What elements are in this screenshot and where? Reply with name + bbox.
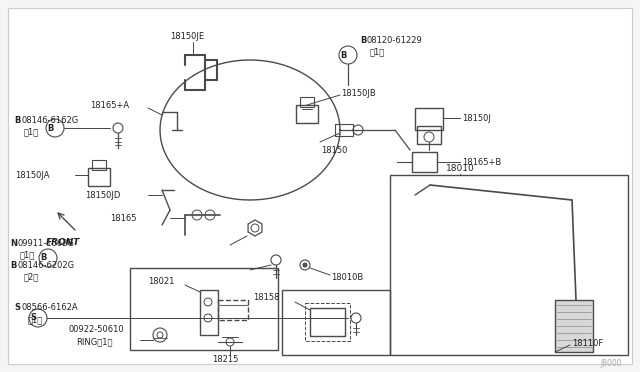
Text: 09911-1062G: 09911-1062G — [17, 238, 74, 247]
Text: B: B — [340, 51, 346, 60]
Text: 18150JA: 18150JA — [15, 170, 49, 180]
Bar — [555, 300, 593, 352]
Text: （1）: （1） — [370, 48, 385, 57]
Text: 18150JB: 18150JB — [341, 89, 376, 97]
Text: 18150J: 18150J — [462, 113, 491, 122]
Text: （1）: （1） — [20, 250, 35, 260]
Bar — [417, 126, 441, 144]
Text: 18150JE: 18150JE — [170, 32, 204, 41]
Text: B: B — [47, 124, 53, 132]
Text: 18150: 18150 — [321, 145, 348, 154]
Text: 18150JD: 18150JD — [85, 190, 120, 199]
Bar — [92, 160, 106, 170]
Bar — [296, 105, 318, 123]
Bar — [310, 308, 345, 336]
Text: RING（1）: RING（1） — [76, 337, 113, 346]
Text: 18215: 18215 — [212, 356, 238, 365]
Text: 18021: 18021 — [148, 278, 174, 286]
Text: S: S — [14, 304, 20, 312]
Text: 18165+B: 18165+B — [462, 157, 501, 167]
Text: （1）: （1） — [24, 128, 39, 137]
Text: B: B — [10, 260, 17, 269]
Circle shape — [303, 263, 307, 267]
Bar — [305, 303, 350, 341]
Bar — [282, 290, 390, 355]
Text: （2）: （2） — [24, 273, 39, 282]
Bar — [218, 300, 248, 320]
Text: 18165+A: 18165+A — [90, 100, 129, 109]
Bar — [412, 152, 437, 172]
Bar — [390, 175, 628, 355]
Text: 18010: 18010 — [445, 164, 474, 173]
Text: S: S — [30, 314, 36, 323]
Bar — [415, 108, 443, 130]
Text: 00922-50610: 00922-50610 — [68, 326, 124, 334]
Text: N: N — [10, 238, 17, 247]
Bar — [200, 290, 218, 335]
Text: 08146-6162G: 08146-6162G — [21, 115, 78, 125]
Text: J8000: J8000 — [600, 359, 622, 368]
Text: B: B — [14, 115, 20, 125]
Text: 18110F: 18110F — [572, 339, 604, 347]
Text: 18165: 18165 — [110, 214, 136, 222]
Bar — [335, 124, 353, 136]
Text: FRONT: FRONT — [46, 237, 80, 247]
Text: B: B — [40, 253, 46, 263]
Text: 08120-61229: 08120-61229 — [367, 35, 423, 45]
Bar — [88, 168, 110, 186]
Bar — [130, 268, 278, 350]
Text: 18010B: 18010B — [331, 273, 364, 282]
Bar — [300, 97, 314, 107]
Text: B: B — [360, 35, 366, 45]
Text: 18158: 18158 — [253, 294, 280, 302]
Text: 08146-6202G: 08146-6202G — [17, 260, 74, 269]
Text: 08566-6162A: 08566-6162A — [21, 304, 77, 312]
Text: （1）: （1） — [28, 315, 44, 324]
